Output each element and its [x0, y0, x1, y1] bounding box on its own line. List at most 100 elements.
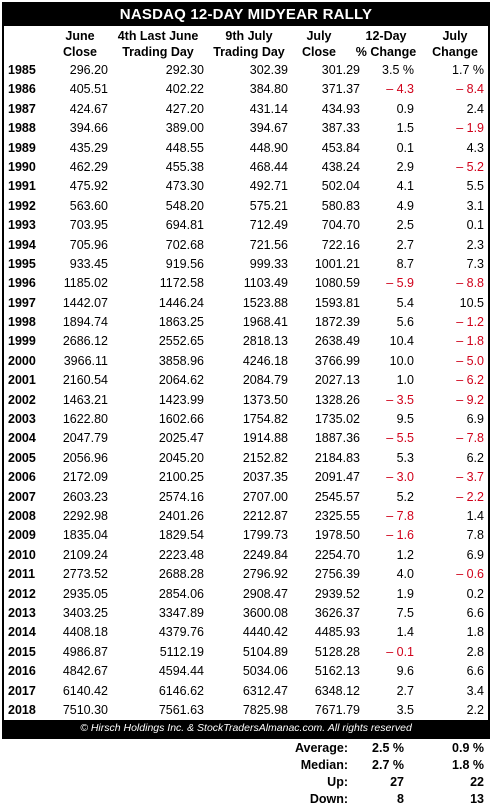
year-cell: 2008 — [8, 508, 36, 523]
june-close-cell: 4842.67 — [62, 664, 108, 679]
june-close-cell: 394.66 — [69, 121, 108, 136]
july-9th-cell: 492.71 — [249, 179, 288, 194]
year-cell: 2015 — [8, 644, 36, 659]
june-4th-last-cell: 6146.62 — [158, 683, 204, 698]
pct-12day-cell: 2.7 — [396, 237, 414, 252]
june-4th-last-cell: 2552.65 — [158, 334, 204, 349]
june-close-cell: 2292.98 — [62, 508, 108, 523]
year-cell: 2009 — [8, 528, 36, 543]
june-4th-last-cell: 2025.47 — [158, 431, 204, 446]
july-change-cell: 6.9 — [466, 547, 484, 562]
june-close-cell: 1185.02 — [63, 276, 108, 291]
header-july-close-line2: Close — [301, 45, 337, 59]
june-4th-last-cell: 2064.62 — [158, 373, 204, 388]
year-cell: 1987 — [8, 101, 36, 116]
year-cell: 1993 — [8, 218, 36, 233]
year-cell: 1986 — [8, 82, 36, 97]
june-4th-last-cell: 1829.54 — [158, 528, 204, 543]
pct-12day-cell: 4.0 — [396, 567, 414, 582]
july-change-cell: – 1.9 — [456, 121, 484, 136]
june-4th-last-cell: 1863.25 — [158, 315, 204, 330]
summary-label: Median: — [300, 757, 348, 772]
summary-pct-12day: 27 — [390, 774, 404, 789]
july-9th-cell: 2796.92 — [242, 567, 288, 582]
table-row: 2016 4842.67 4594.44 5034.06 5162.13 9.6 6.6 — [4, 662, 488, 681]
july-change-cell: 0.2 — [466, 586, 484, 601]
july-close-cell: 371.37 — [321, 82, 360, 97]
july-change-cell: – 3.7 — [456, 470, 484, 485]
pct-12day-cell: 4.9 — [396, 198, 414, 213]
summary-july-change: 0.9 % — [452, 740, 484, 755]
july-9th-cell: 1373.50 — [242, 392, 288, 407]
june-close-cell: 2172.09 — [62, 470, 108, 485]
pct-12day-cell: 1.2 — [396, 547, 414, 562]
july-9th-cell: 5034.06 — [242, 664, 288, 679]
july-close-cell: 502.04 — [321, 179, 360, 194]
header-july-9th: 9th July Trading Day — [207, 28, 291, 60]
june-close-cell: 563.60 — [69, 198, 108, 213]
july-9th-cell: 3600.08 — [242, 605, 288, 620]
june-close-cell: 405.51 — [69, 82, 108, 97]
header-june-4th-last: 4th Last June Trading Day — [108, 28, 208, 60]
pct-12day-cell: – 5.9 — [386, 276, 414, 291]
june-close-cell: 296.20 — [69, 63, 108, 77]
june-4th-last-cell: 7561.63 — [158, 702, 204, 717]
header-july-change-line1: July — [442, 29, 468, 43]
june-close-cell: 424.67 — [69, 101, 108, 116]
july-change-cell: – 5.0 — [456, 353, 484, 368]
table-row: 2014 4408.18 4379.76 4440.42 4485.93 1.4 1.8 — [4, 623, 488, 642]
header-june-close-line2: Close — [62, 45, 98, 59]
july-change-cell: 2.3 — [466, 237, 484, 252]
june-4th-last-cell: 3347.89 — [158, 605, 204, 620]
june-close-cell: 1463.21 — [62, 392, 108, 407]
year-cell: 2003 — [8, 412, 36, 427]
year-cell: 2013 — [8, 605, 36, 620]
pct-12day-cell: 9.6 — [396, 664, 414, 679]
header-july-close-line1: July — [306, 29, 332, 43]
july-close-cell: 387.33 — [321, 121, 360, 136]
column-headers: June Close 4th Last June Trading Day 9th… — [4, 26, 488, 61]
year-cell: 1991 — [8, 179, 36, 194]
header-12day-change: 12-Day % Change — [346, 28, 426, 60]
header-june-close: June Close — [44, 28, 116, 60]
july-9th-cell: 2908.47 — [242, 586, 288, 601]
june-4th-last-cell: 548.20 — [165, 198, 204, 213]
july-close-cell: 2939.52 — [314, 586, 360, 601]
july-9th-cell: 2037.35 — [242, 470, 288, 485]
pct-12day-cell: 9.5 — [396, 412, 414, 427]
summary-row: Up: 27 22 — [4, 774, 488, 791]
summary-row: Average: 2.5 % 0.9 % — [4, 740, 488, 757]
july-9th-cell: 431.14 — [249, 101, 288, 116]
july-9th-cell: 448.90 — [249, 140, 288, 155]
july-close-cell: 7671.79 — [314, 702, 360, 717]
july-close-cell: 580.83 — [321, 198, 360, 213]
year-cell: 1995 — [8, 256, 36, 271]
june-close-cell: 2160.54 — [62, 373, 108, 388]
pct-12day-cell: 2.5 — [396, 218, 414, 233]
july-close-cell: 2545.57 — [314, 489, 360, 504]
july-change-cell: 6.6 — [466, 664, 484, 679]
june-close-cell: 462.29 — [69, 159, 108, 174]
pct-12day-cell: 4.1 — [396, 179, 414, 194]
june-close-cell: 3966.11 — [63, 353, 108, 368]
pct-12day-cell: – 3.5 — [386, 392, 414, 407]
table-row: 1997 1442.07 1446.24 1523.88 1593.81 5.4 10.5 — [4, 294, 488, 313]
pct-12day-cell: 7.5 — [396, 605, 414, 620]
pct-12day-cell: 2.9 — [396, 159, 414, 174]
july-change-cell: 3.4 — [466, 683, 484, 698]
table-row: 1996 1185.02 1172.58 1103.49 1080.59 – 5.9 – 8… — [4, 274, 488, 293]
summary-row: Median: 2.7 % 1.8 % — [4, 757, 488, 774]
june-4th-last-cell: 292.30 — [165, 63, 204, 77]
july-change-cell: 4.3 — [466, 140, 484, 155]
july-change-cell: – 8.4 — [456, 82, 484, 97]
year-cell: 2004 — [8, 431, 36, 446]
pct-12day-cell: 1.5 — [396, 121, 414, 136]
year-cell: 2016 — [8, 664, 36, 679]
june-close-cell: 6140.42 — [62, 683, 108, 698]
header-july-9th-line2: Trading Day — [213, 45, 285, 59]
june-close-cell: 703.95 — [69, 218, 108, 233]
table-row: 2002 1463.21 1423.99 1373.50 1328.26 – 3.5 – 9… — [4, 391, 488, 410]
july-close-cell: 453.84 — [321, 140, 360, 155]
summary-pct-12day: 2.5 % — [372, 740, 404, 755]
